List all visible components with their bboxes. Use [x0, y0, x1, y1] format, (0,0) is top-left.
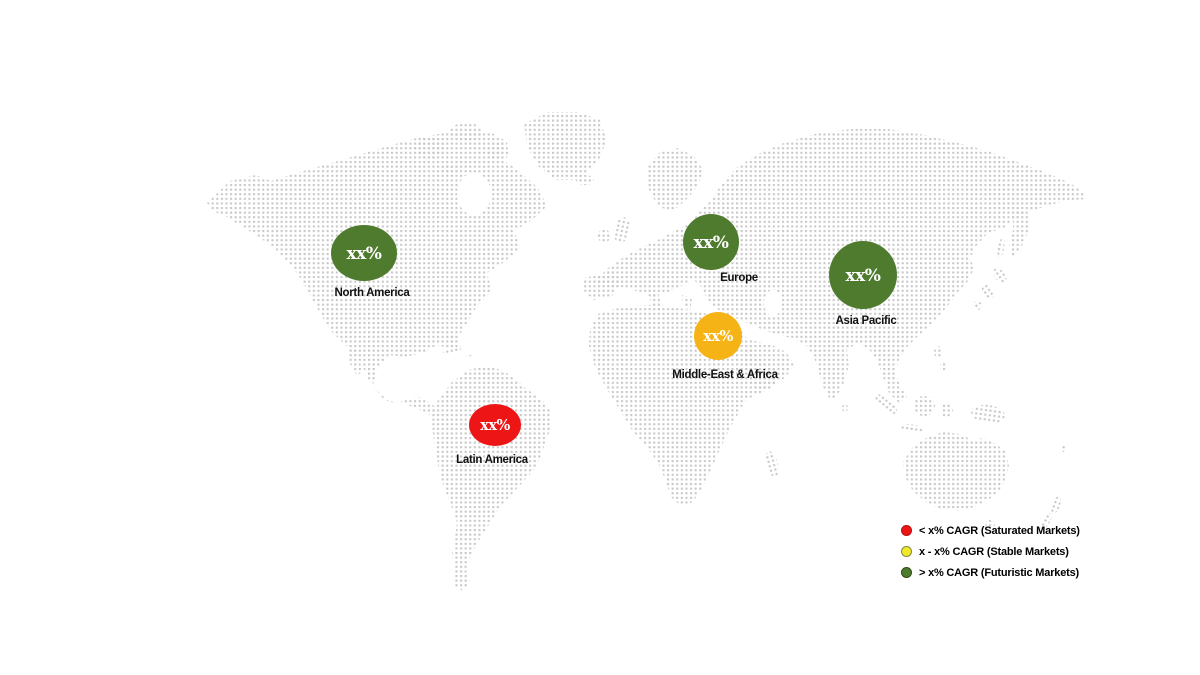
great-britain — [613, 217, 631, 243]
middle-east-africa-label: Middle-East & Africa — [672, 369, 778, 381]
cagr-legend: < x% CAGR (Saturated Markets) x - x% CAG… — [901, 524, 1080, 587]
continent-africa — [589, 305, 779, 506]
arctic-island — [441, 164, 459, 176]
sri-lanka — [842, 404, 848, 412]
europe-bubble — [683, 214, 739, 270]
red-dot-icon — [901, 525, 912, 536]
middle-east-africa-bubble — [694, 312, 742, 360]
north-america-label: North America — [335, 287, 411, 299]
japan-island — [973, 300, 983, 310]
latin-america-value: xx% — [480, 417, 510, 434]
region-bubble-middle-east-africa: xx% Middle-East & Africa — [672, 312, 779, 381]
borneo — [913, 396, 935, 416]
madagascar — [765, 451, 779, 477]
asia-pacific-bubble — [829, 241, 897, 309]
greenland — [524, 112, 607, 180]
region-bubble-europe: xx% Europe — [683, 214, 758, 284]
sumatra — [874, 394, 898, 414]
legend-label-stable: x - x% CAGR (Stable Markets) — [919, 545, 1069, 558]
new-caledonia — [1060, 444, 1066, 452]
sakhalin — [997, 237, 1005, 259]
legend-item-stable: x - x% CAGR (Stable Markets) — [901, 545, 1080, 558]
hispaniola — [465, 355, 475, 359]
region-bubble-asia-pacific: xx% Asia Pacific — [829, 241, 898, 327]
continent-australia — [903, 432, 1009, 511]
new-guinea — [971, 404, 1005, 424]
region-bubbles: xx% North America xx% Europe xx% Asia Pa… — [331, 214, 898, 466]
philippines — [934, 346, 942, 358]
middle-east-africa-value: xx% — [703, 328, 733, 345]
north-america-bubble — [331, 225, 397, 281]
philippines — [940, 361, 946, 371]
iceland — [576, 175, 594, 185]
asia-pacific-label: Asia Pacific — [836, 315, 898, 327]
region-bubble-latin-america: xx% Latin America — [456, 404, 529, 466]
new-zealand-south — [1040, 512, 1052, 530]
yellow-dot-icon — [901, 546, 912, 557]
region-bubble-north-america: xx% North America — [331, 225, 411, 299]
java — [900, 424, 924, 432]
latin-america-bubble — [469, 404, 521, 446]
legend-label-saturated: < x% CAGR (Saturated Markets) — [919, 524, 1080, 537]
caspian-sea — [764, 290, 782, 316]
japan-island — [993, 268, 1007, 284]
arctic-island — [415, 137, 445, 159]
legend-label-futuristic: > x% CAGR (Futuristic Markets) — [919, 566, 1079, 579]
legend-item-saturated: < x% CAGR (Saturated Markets) — [901, 524, 1080, 537]
world-map — [207, 112, 1086, 591]
florida — [445, 332, 462, 350]
arctic-island — [449, 123, 483, 141]
new-zealand-north — [1051, 496, 1061, 514]
asia-pacific-value: xx% — [846, 266, 881, 286]
latin-america-label: Latin America — [456, 454, 529, 466]
sulawesi — [941, 402, 953, 418]
green-dot-icon — [901, 567, 912, 578]
europe-label: Europe — [720, 272, 758, 284]
legend-item-futuristic: > x% CAGR (Futuristic Markets) — [901, 566, 1080, 579]
north-america-value: xx% — [347, 244, 382, 264]
baja-california — [348, 345, 363, 376]
continent-south-america — [431, 366, 552, 591]
arctic-island — [487, 143, 509, 161]
balkans — [682, 295, 692, 312]
cuba — [443, 348, 461, 354]
tasmania — [985, 520, 995, 528]
kamchatka — [1009, 208, 1030, 258]
japan-island — [981, 284, 995, 300]
europe-value: xx% — [694, 233, 729, 253]
scandinavia — [646, 148, 703, 212]
hudson-bay — [457, 173, 491, 215]
ireland — [598, 229, 610, 243]
